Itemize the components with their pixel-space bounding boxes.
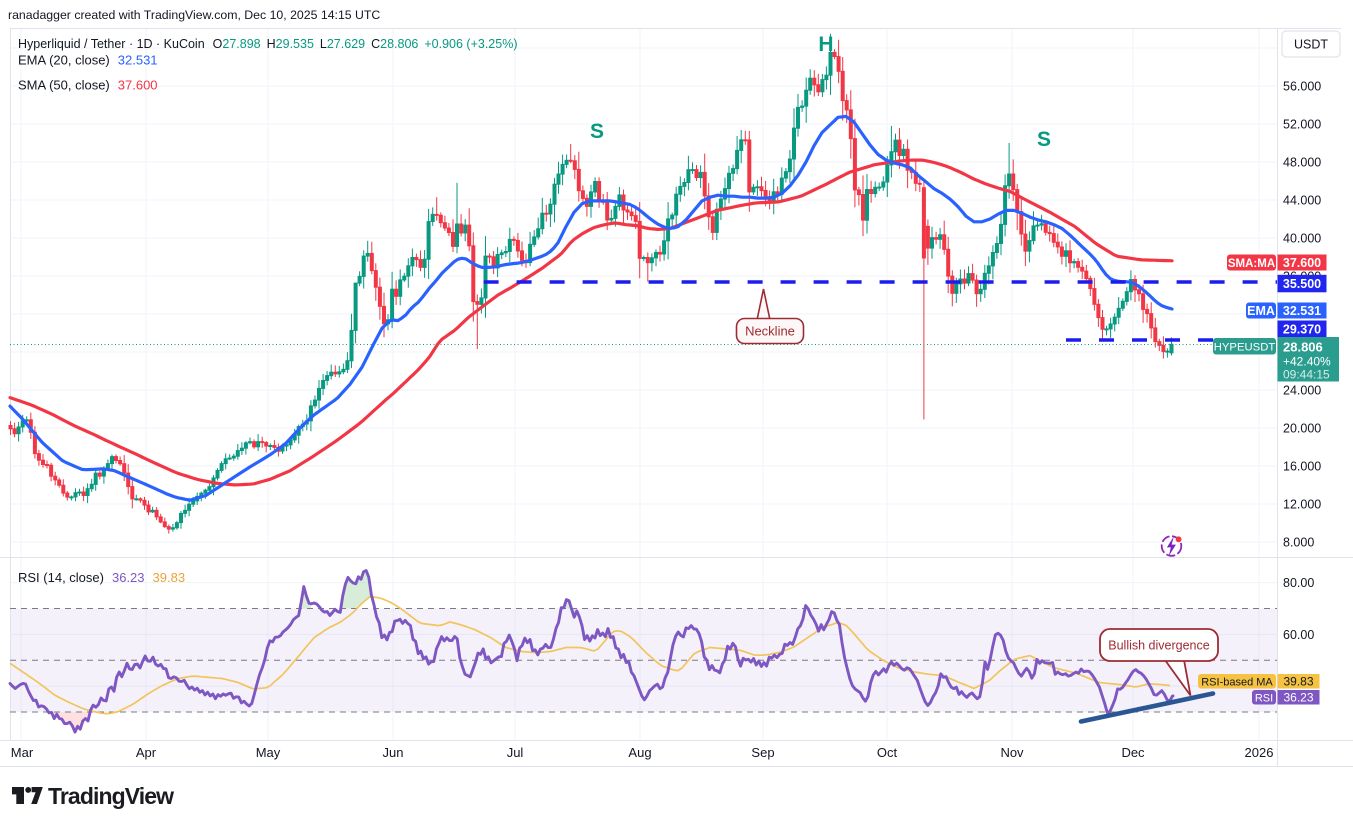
svg-text:TradingView: TradingView [48, 783, 174, 809]
svg-text:44.000: 44.000 [1283, 194, 1321, 208]
svg-text:80.00: 80.00 [1283, 576, 1314, 590]
svg-text:35.500: 35.500 [1283, 277, 1321, 291]
svg-text:Aug: Aug [628, 745, 651, 760]
svg-text:2026: 2026 [1245, 745, 1274, 760]
svg-text:+42.40%: +42.40% [1283, 355, 1331, 369]
svg-text:Jul: Jul [507, 745, 524, 760]
svg-text:16.000: 16.000 [1283, 460, 1321, 474]
svg-text:24.000: 24.000 [1283, 384, 1321, 398]
svg-text:SMA:MA: SMA:MA [1228, 258, 1275, 270]
svg-text:Bullish divergence: Bullish divergence [1108, 639, 1209, 653]
svg-text:Apr: Apr [136, 745, 157, 760]
svg-text:ranadagger created with Tradin: ranadagger created with TradingView.com,… [8, 8, 380, 22]
svg-text:40.000: 40.000 [1283, 232, 1321, 246]
svg-text:28.806: 28.806 [1283, 340, 1323, 355]
svg-text:52.000: 52.000 [1283, 118, 1321, 132]
svg-text:20.000: 20.000 [1283, 422, 1321, 436]
svg-text:37.600: 37.600 [1283, 256, 1321, 270]
svg-text:39.83: 39.83 [1283, 675, 1313, 689]
svg-text:48.000: 48.000 [1283, 156, 1321, 170]
svg-text:36.23: 36.23 [1283, 691, 1313, 705]
svg-text:60.00: 60.00 [1283, 628, 1314, 642]
svg-text:RSI: RSI [1255, 693, 1273, 705]
svg-text:09:44:15: 09:44:15 [1283, 368, 1330, 382]
svg-text:Neckline: Neckline [745, 324, 795, 339]
svg-text:8.000: 8.000 [1283, 536, 1314, 550]
svg-text:Nov: Nov [1000, 745, 1024, 760]
svg-text:Jun: Jun [383, 745, 404, 760]
svg-text:SMA (50, close)37.600: SMA (50, close) 37.600 [18, 78, 158, 93]
svg-text:EMA (20, close)32.531: EMA (20, close) 32.531 [18, 53, 158, 68]
svg-text:May: May [256, 745, 281, 760]
svg-text:S: S [1037, 128, 1051, 151]
svg-text:Oct: Oct [877, 745, 898, 760]
svg-text:29.370: 29.370 [1283, 322, 1321, 336]
svg-text:RSI-based MA: RSI-based MA [1201, 677, 1273, 689]
svg-text:Sep: Sep [751, 745, 774, 760]
svg-text:56.000: 56.000 [1283, 80, 1321, 94]
svg-text:USDT: USDT [1294, 38, 1328, 52]
svg-text:Hyperliquid / Tether · 1D · Ku: Hyperliquid / Tether · 1D · KuCoin O27.89… [18, 37, 517, 51]
svg-text:EMA: EMA [1247, 304, 1275, 318]
svg-text:12.000: 12.000 [1283, 498, 1321, 512]
svg-text:32.531: 32.531 [1283, 304, 1321, 318]
svg-text:S: S [590, 120, 604, 143]
svg-text:Dec: Dec [1121, 745, 1145, 760]
svg-text:H: H [818, 33, 833, 56]
svg-text:Mar: Mar [11, 745, 34, 760]
svg-text:HYPEUSDT: HYPEUSDT [1214, 342, 1276, 354]
